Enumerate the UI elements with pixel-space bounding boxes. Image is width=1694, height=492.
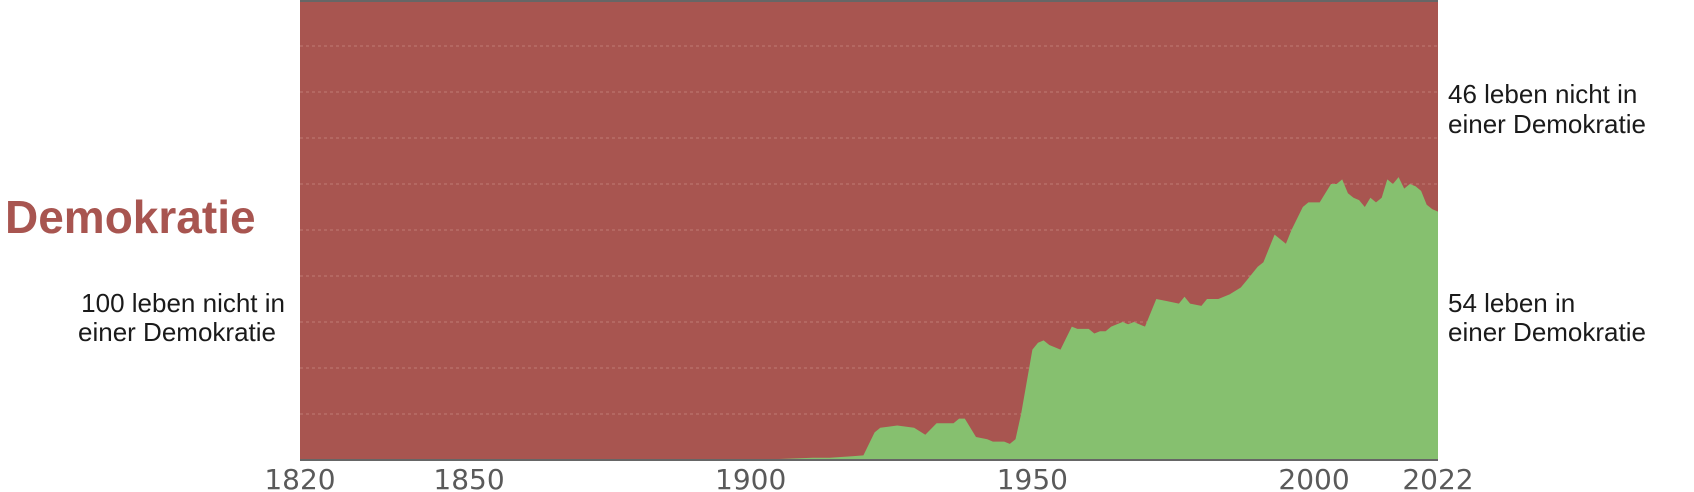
- x-tick-label: 1950: [997, 463, 1068, 492]
- right-top-label-line2: einer Demokratie: [1448, 109, 1646, 139]
- left-label-line2: einer Demokratie: [78, 317, 276, 347]
- right-bottom-label-line1: 54 leben in: [1448, 288, 1575, 318]
- democracy-area: [300, 177, 1438, 460]
- x-tick-label: 2022: [1402, 463, 1473, 492]
- x-tick-label: 1850: [433, 463, 504, 492]
- x-tick-labels: 1820 1850 1900 1950 2000 2022: [264, 463, 1473, 492]
- right-bottom-label-line2: einer Demokratie: [1448, 317, 1646, 347]
- x-tick-label: 1900: [715, 463, 786, 492]
- chart-title: Demokratie: [5, 191, 256, 243]
- right-top-label-line1: 46 leben nicht in: [1448, 79, 1637, 109]
- left-label-line1: 100 leben nicht in: [81, 288, 285, 318]
- x-tick-label: 1820: [264, 463, 335, 492]
- plot-area: [300, 0, 1438, 461]
- x-tick-label: 2000: [1278, 463, 1349, 492]
